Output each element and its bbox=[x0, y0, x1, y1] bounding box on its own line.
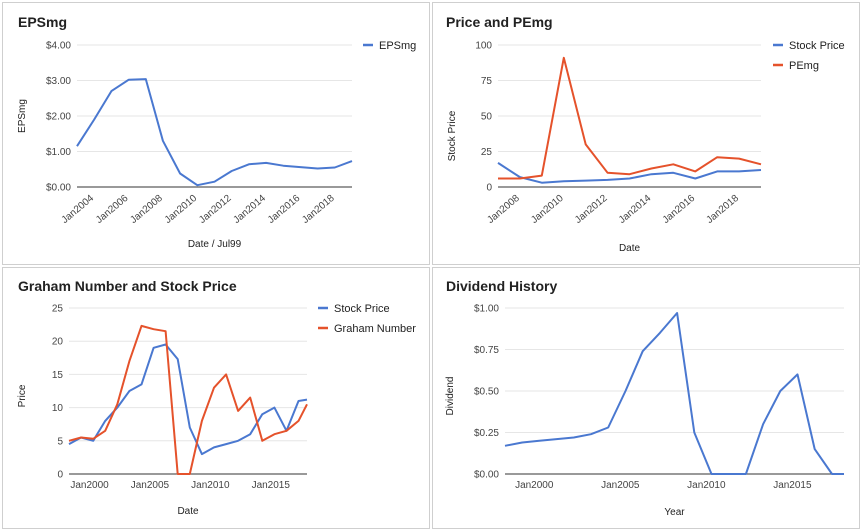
graham-chart: Graham Number and Stock Price 0 5 10 15 20 25… bbox=[17, 278, 416, 517]
y-tick-label: $4.00 bbox=[46, 41, 71, 52]
x-tick-label: Jan2010 bbox=[163, 193, 200, 226]
x-tick-label: Jan2005 bbox=[601, 480, 640, 491]
x-tick-label: Jan2015 bbox=[773, 480, 812, 491]
x-axis-title: Date bbox=[177, 506, 199, 517]
x-tick-label: Jan2018 bbox=[300, 193, 337, 226]
y-tick-label: 25 bbox=[52, 304, 64, 315]
y-tick-label: 25 bbox=[481, 147, 493, 158]
x-tick-label: Jan2000 bbox=[515, 480, 554, 491]
dividend-chart: Dividend History $0.00 $0.25 $0.50 $0.75 $1.… bbox=[445, 278, 844, 518]
x-tick-label: Jan2016 bbox=[661, 193, 698, 226]
y-tick-label: $1.00 bbox=[474, 304, 499, 315]
legend-label: EPSmg bbox=[379, 40, 416, 52]
y-tick-label: $0.75 bbox=[474, 345, 499, 356]
x-tick-label: Jan2010 bbox=[191, 480, 230, 491]
chart-title: Dividend History bbox=[446, 278, 557, 294]
x-tick-label: Jan2015 bbox=[252, 480, 291, 491]
y-tick-label: 20 bbox=[52, 337, 64, 348]
y-tick-label: 5 bbox=[57, 436, 63, 447]
series-line-stock-price bbox=[497, 162, 762, 184]
x-tick-label: Jan2010 bbox=[687, 480, 726, 491]
legend-label: Stock Price bbox=[334, 303, 390, 315]
legend-label: Stock Price bbox=[789, 40, 845, 52]
series-line-stock-price bbox=[68, 343, 308, 456]
chart-panel-dividend: Dividend History $0.00 $0.25 $0.50 $0.75 $1.… bbox=[432, 267, 860, 529]
legend-label: PEmg bbox=[789, 60, 819, 72]
x-tick-label: Jan2008 bbox=[485, 193, 522, 226]
x-tick-label: Jan2012 bbox=[573, 193, 610, 226]
epsmg-chart: EPSmg $0.00$1.00$2.00$3.00$4.00Jan2004Ja… bbox=[17, 14, 416, 250]
chart-title: Graham Number and Stock Price bbox=[18, 278, 237, 294]
x-tick-label: Jan2005 bbox=[131, 480, 170, 491]
y-tick-label: 15 bbox=[52, 370, 64, 381]
x-tick-label: Jan2018 bbox=[705, 193, 742, 226]
y-axis-title: Price bbox=[17, 384, 28, 407]
y-tick-label: 0 bbox=[486, 183, 492, 194]
y-tick-label: $3.00 bbox=[46, 76, 71, 87]
y-tick-label: 75 bbox=[481, 76, 493, 87]
x-tick-label: Jan2012 bbox=[197, 193, 234, 226]
y-tick-label: $0.25 bbox=[474, 428, 499, 439]
y-axis-title: EPSmg bbox=[17, 99, 28, 133]
x-tick-label: Jan2006 bbox=[94, 193, 131, 226]
y-tick-label: $0.00 bbox=[46, 183, 71, 194]
x-tick-label: Jan2014 bbox=[232, 193, 269, 226]
x-tick-label: Jan2000 bbox=[70, 480, 109, 491]
y-axis-title: Dividend bbox=[445, 377, 456, 416]
y-tick-label: $1.00 bbox=[46, 147, 71, 158]
x-tick-label: Jan2004 bbox=[60, 193, 97, 226]
chart-panel-price-pemg: Price and PEmg 0 25 50 75 100 Jan2008 Jan2010 J… bbox=[432, 2, 860, 265]
chart-panel-graham: Graham Number and Stock Price 0 5 10 15 20 25… bbox=[2, 267, 430, 529]
x-tick-label: Jan2010 bbox=[529, 193, 566, 226]
y-tick-label: $2.00 bbox=[46, 112, 71, 123]
y-axis-title: Stock Price bbox=[447, 110, 458, 161]
chart-panel-epsmg: EPSmg $0.00 $1.00 $2.00 $3.00 $4.00 Jan2004 Ja… bbox=[2, 2, 430, 265]
y-tick-label: 50 bbox=[481, 112, 493, 123]
x-axis-title: Date bbox=[619, 243, 641, 254]
x-tick-label: Jan2008 bbox=[128, 193, 165, 226]
chart-title: EPSmg bbox=[18, 14, 67, 30]
y-tick-label: 0 bbox=[57, 470, 63, 481]
y-tick-label: $0.50 bbox=[474, 387, 499, 398]
y-tick-label: 10 bbox=[52, 403, 64, 414]
x-tick-label: Jan2014 bbox=[617, 193, 654, 226]
legend-label: Graham Number bbox=[334, 323, 416, 335]
series-line-series bbox=[504, 312, 844, 475]
y-tick-label: 100 bbox=[475, 41, 492, 52]
x-axis-title: Date / Jul99 bbox=[188, 239, 242, 250]
series-line-pemg bbox=[498, 56, 762, 180]
chart-title: Price and PEmg bbox=[446, 14, 553, 30]
series-line-graham-number bbox=[68, 324, 308, 475]
x-axis-title: Year bbox=[664, 507, 685, 518]
series-line-epsmg bbox=[76, 78, 353, 187]
y-tick-label: $0.00 bbox=[474, 470, 499, 481]
x-tick-label: Jan2016 bbox=[266, 193, 303, 226]
